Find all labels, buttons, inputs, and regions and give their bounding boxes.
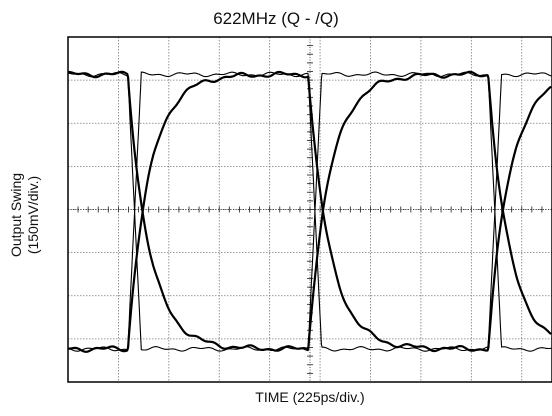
trace-q-fast (68, 71, 552, 352)
plot-frame (67, 36, 552, 383)
signal-traces (68, 70, 552, 353)
x-axis-label: TIME (225ps/div.) (255, 389, 365, 405)
chart-title: 622MHz (Q - /Q) (213, 9, 339, 28)
trace-q-slow (68, 70, 552, 352)
trace-qbar-fast (68, 71, 552, 352)
